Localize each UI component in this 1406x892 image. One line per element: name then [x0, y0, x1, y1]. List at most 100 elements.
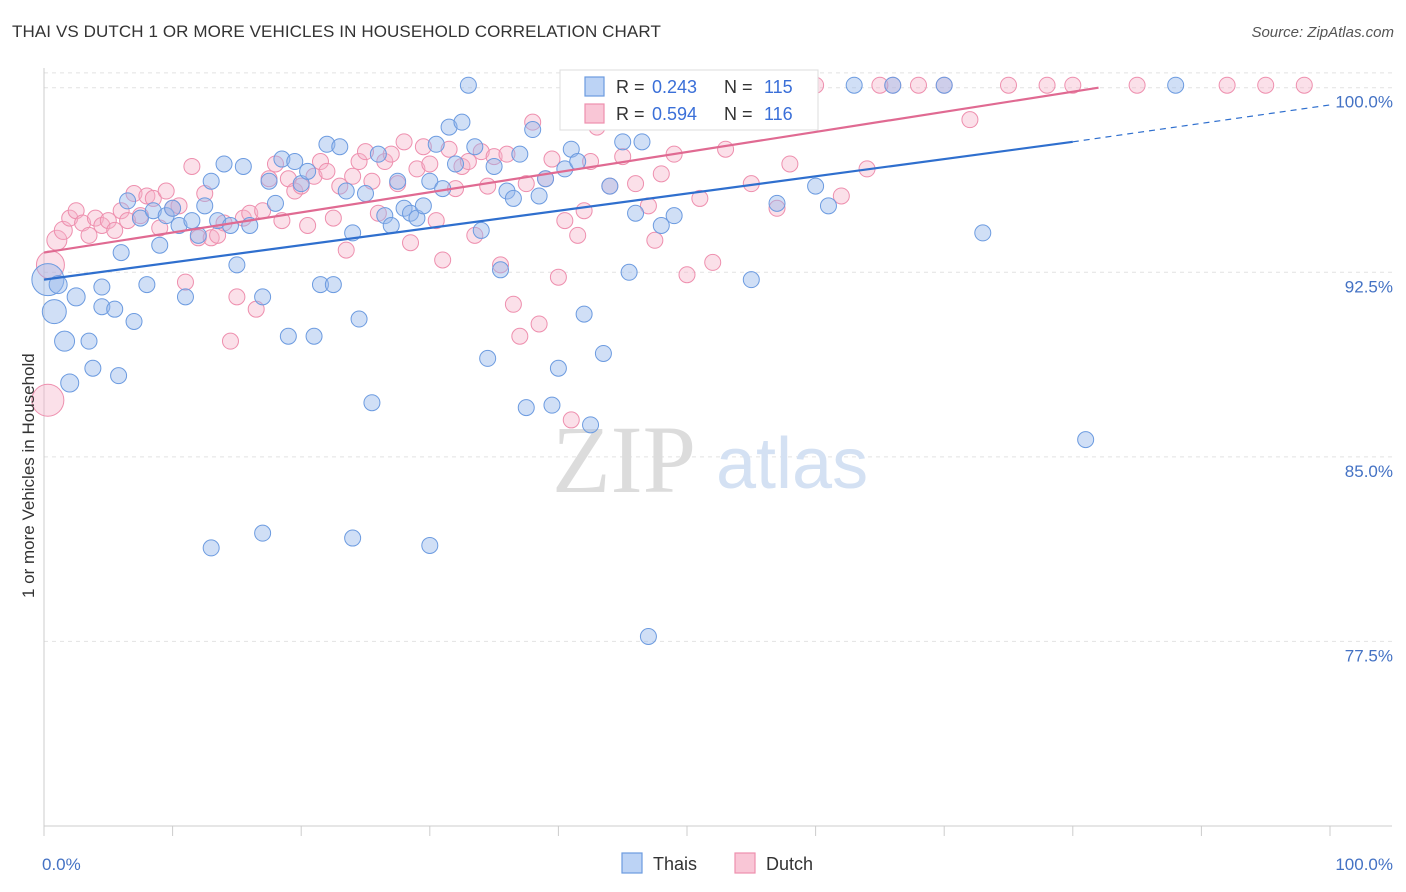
thais-point: [447, 155, 465, 173]
dutch-point: [99, 212, 117, 230]
thais-point: [196, 197, 214, 215]
thais-point: [768, 194, 786, 212]
legend-n-label-dutch: N =: [724, 104, 753, 124]
thais-point: [504, 189, 522, 207]
thais-point: [106, 300, 124, 318]
bottom-legend-label-dutch: Dutch: [766, 854, 813, 874]
dutch-point: [157, 182, 175, 200]
dutch-point: [524, 113, 542, 131]
dutch-point: [144, 189, 162, 207]
bottom-legend-swatch-thais: [621, 852, 643, 874]
thais-point: [260, 172, 278, 190]
dutch-point: [350, 153, 368, 171]
x-tick-label-min: 0.0%: [42, 855, 81, 874]
thais-point: [1077, 431, 1095, 449]
thais-point: [344, 529, 362, 547]
dutch-trend-line: [43, 86, 1099, 254]
thais-point: [80, 332, 98, 350]
dutch-point: [183, 157, 201, 175]
thais-point: [228, 256, 246, 274]
thais-point: [601, 177, 619, 195]
thais-point: [66, 287, 86, 307]
thais-point: [112, 244, 130, 262]
dutch-point: [337, 241, 355, 259]
thais-point: [337, 182, 355, 200]
dutch-point: [1038, 76, 1056, 94]
thais-point: [170, 217, 188, 235]
thais-point: [633, 133, 651, 151]
dutch-point: [1218, 76, 1236, 94]
dutch-point: [395, 133, 413, 151]
thais-point: [54, 330, 76, 352]
thais-point: [472, 221, 490, 239]
legend-n-value-thais: 115: [764, 77, 793, 97]
dutch-point: [562, 411, 580, 429]
thais-point: [807, 177, 825, 195]
thais-point: [459, 76, 477, 94]
y-tick-label: 92.5%: [1345, 277, 1393, 296]
thais-point: [318, 135, 336, 153]
thais-trend-line-extension: [1072, 104, 1331, 143]
dutch-point: [549, 268, 567, 286]
thais-point: [665, 207, 683, 225]
thais-point: [41, 299, 67, 325]
dutch-point: [556, 212, 574, 230]
dutch-point: [1295, 76, 1313, 94]
dutch-point: [1064, 76, 1082, 94]
dutch-point: [691, 189, 709, 207]
thais-point: [202, 539, 220, 557]
thais-point: [357, 185, 374, 203]
thais-point: [93, 278, 111, 296]
thais-point: [311, 276, 329, 294]
legend-swatch-thais: [584, 76, 605, 97]
y-axis-title: 1 or more Vehicles in Household: [19, 353, 38, 598]
dutch-point: [31, 383, 65, 417]
dutch-point: [459, 153, 477, 171]
chart-title: THAI VS DUTCH 1 OR MORE VEHICLES IN HOUS…: [12, 22, 661, 41]
thais-point: [620, 263, 638, 281]
dutch-point: [221, 332, 239, 350]
dutch-point: [652, 165, 670, 183]
thais-trend-line: [43, 140, 1073, 281]
dutch-point: [569, 226, 587, 244]
dutch-point: [504, 295, 522, 313]
thais-point: [884, 76, 902, 94]
dutch-point: [228, 288, 246, 306]
dutch-point: [781, 155, 799, 173]
thais-point: [305, 327, 323, 345]
thais-point: [382, 217, 400, 235]
dutch-point: [80, 226, 98, 244]
source-label: Source: ZipAtlas.com: [1251, 24, 1394, 41]
dutch-point: [311, 153, 329, 171]
thais-point: [627, 204, 645, 222]
thais-point: [742, 271, 760, 289]
bottom-legend: Thais Dutch: [621, 852, 813, 874]
thais-point: [575, 305, 593, 323]
dutch-point: [421, 155, 439, 173]
thais-point: [369, 145, 387, 163]
dutch-point: [498, 145, 516, 163]
thais-point: [1167, 76, 1185, 94]
legend-r-value-dutch: 0.594: [652, 104, 697, 124]
thais-point: [453, 113, 471, 131]
dutch-point: [646, 231, 664, 249]
thais-point: [131, 209, 149, 227]
thais-point: [324, 276, 342, 294]
thais-point: [234, 157, 252, 175]
thais-point: [466, 138, 484, 156]
thais-point: [517, 399, 535, 417]
dutch-point: [427, 212, 445, 230]
thais-point: [299, 162, 317, 180]
legend-n-label-thais: N =: [724, 77, 753, 97]
thais-point: [254, 524, 272, 542]
thais-point: [389, 172, 407, 190]
thais-point: [84, 359, 102, 377]
thais-point: [582, 416, 600, 434]
thais-point: [440, 118, 458, 136]
dutch-point: [1000, 76, 1017, 94]
legend-r-label-thais: R =: [616, 77, 645, 97]
thais-point: [549, 359, 567, 377]
thais-point: [202, 172, 220, 190]
watermark-zip: ZIP: [552, 406, 696, 513]
